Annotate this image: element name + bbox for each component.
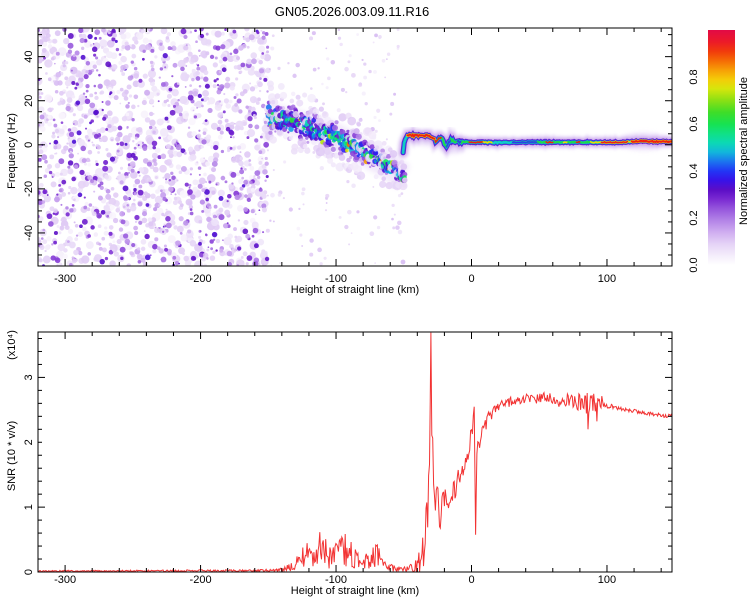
snr-trace xyxy=(38,332,672,572)
x-tick-label: -200 xyxy=(190,574,212,586)
x-tick-label: 0 xyxy=(468,273,474,285)
colorbar-gradient xyxy=(708,30,735,265)
y-tick-label: -40 xyxy=(23,225,35,241)
colorbar-tick-label: 0.4 xyxy=(688,163,700,178)
x-tick-label: -100 xyxy=(325,273,347,285)
y-tick-label: 40 xyxy=(23,51,35,63)
y-tick-label: 1 xyxy=(23,504,35,510)
x-tick-label: 100 xyxy=(598,273,616,285)
x-tick-label: 100 xyxy=(598,574,616,586)
bottom-xaxis-label: Height of straight line (km) xyxy=(290,585,420,597)
y-tick-label: 0 xyxy=(23,142,35,148)
y-tick-label: 0 xyxy=(23,569,35,575)
snr-data xyxy=(38,332,672,572)
colorbar-tick-label: 0.0 xyxy=(688,257,700,272)
y-tick-label: 2 xyxy=(23,439,35,445)
x-tick-label: -200 xyxy=(190,273,212,285)
colorbar-tick-label: 0.6 xyxy=(688,116,700,131)
colorbar-tick-label: 0.8 xyxy=(688,69,700,84)
top-xaxis-label: Height of straight line (km) xyxy=(290,284,420,296)
plot-title: GN05.2026.003.09.11.R16 xyxy=(274,4,430,19)
y-tick-label: 3 xyxy=(23,374,35,380)
y-tick-label: 20 xyxy=(23,95,35,107)
x-tick-label: -100 xyxy=(325,574,347,586)
y-tick-label: -20 xyxy=(23,181,35,197)
x-tick-label: -300 xyxy=(54,273,76,285)
x-tick-label: 0 xyxy=(468,574,474,586)
x-tick-label: -300 xyxy=(54,574,76,586)
colorbar-tick-label: 0.2 xyxy=(688,210,700,225)
spectrogram-data xyxy=(38,28,672,266)
